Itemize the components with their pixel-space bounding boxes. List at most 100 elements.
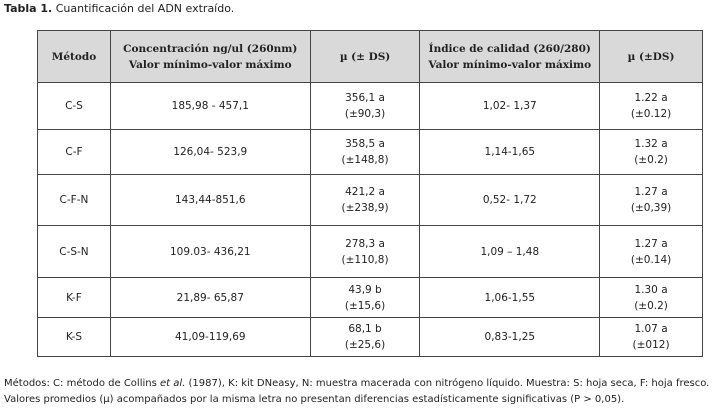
table-cell: 109.03- 436,21 <box>109 225 311 278</box>
table-cell: C-S-N <box>37 225 111 278</box>
header-cell: Índice de calidad (260/280) Valor mínimo-… <box>419 30 601 83</box>
table: Método Concentración ng/ul (260nm) Valor m… <box>37 30 703 357</box>
table-row: C-F 126,04- 523,9 358,5 a (±148,8) 1,14-1,65… <box>37 129 703 175</box>
cell-line: 43,9 b <box>348 283 382 296</box>
cell-line: K-F <box>66 291 82 304</box>
table-cell: 1,14-1,65 <box>419 129 601 175</box>
cell-line: µ (± DS) <box>339 50 391 63</box>
cell-line: 109.03- 436,21 <box>169 245 251 258</box>
table-body: C-S 185,98 - 457,1 356,1 a (±90,3) 1,02- 1,3… <box>37 82 703 357</box>
cell-line: (±148,8) <box>341 154 389 166</box>
table-row: K-F 21,89- 65,87 43,9 b (±15,6) 1,06-1,55 1.3… <box>37 277 703 318</box>
header-cell: Método <box>37 30 111 83</box>
table-cell: 0,83-1,25 <box>419 317 601 357</box>
table-cell: 1.07 a (±012) <box>599 317 703 357</box>
cell-line: (±0.12) <box>630 108 672 120</box>
cell-line: 0,52- 1,72 <box>482 194 537 206</box>
table-cell: 1,09 – 1,48 <box>419 225 601 278</box>
cell-line: 21,89- 65,87 <box>176 291 244 304</box>
table-row: K-S 41,09-119,69 68,1 b (±25,6) 0,83-1,25 1.0… <box>37 317 703 357</box>
cell-line: (±110,8) <box>341 253 389 266</box>
table-cell: 126,04- 523,9 <box>109 129 311 175</box>
cell-line: C-S-N <box>59 245 89 258</box>
table-cell: C-F <box>37 129 111 175</box>
table-cell: 143,44-851,6 <box>109 174 311 226</box>
cell-line: 1.30 a <box>634 283 668 296</box>
table-cell: 68,1 b (±25,6) <box>309 317 421 357</box>
table-cell: 1,02- 1,37 <box>419 82 601 130</box>
cell-line: Concentración ng/ul (260nm) <box>123 42 298 55</box>
table-cell: K-S <box>37 317 111 357</box>
table-cell: C-F-N <box>37 174 111 226</box>
table-cell: 358,5 a (±148,8) <box>309 129 421 175</box>
header-cell: µ (± DS) <box>309 30 421 83</box>
table-cell: 1,06-1,55 <box>419 277 601 318</box>
cell-line: Valor mínimo-valor máximo <box>128 58 292 71</box>
cell-line: (±0,39) <box>630 202 672 214</box>
cell-line: (±0.14) <box>630 253 672 266</box>
table-cell: 185,98 - 457,1 <box>109 82 311 130</box>
cell-line: (±25,6) <box>344 339 386 351</box>
cell-line: 143,44-851,6 <box>174 194 246 206</box>
table-cell: C-S <box>37 82 111 130</box>
cell-line: Valor mínimo-valor máximo <box>428 58 592 71</box>
cell-line: 1.27 a <box>634 237 668 250</box>
cell-line: C-F <box>65 146 83 158</box>
cell-line: (±012) <box>632 339 670 351</box>
table-cell: 1.30 a (±0.2) <box>599 277 703 318</box>
header-row: Método Concentración ng/ul (260nm) Valor m… <box>37 30 703 83</box>
cell-line: 41,09-119,69 <box>174 331 246 343</box>
table-cell: K-F <box>37 277 111 318</box>
table-cell: 0,52- 1,72 <box>419 174 601 226</box>
table-row: C-S-N 109.03- 436,21 278,3 a (±110,8) 1,09 –… <box>37 225 703 278</box>
cell-line: K-S <box>65 331 83 343</box>
cell-line: µ (±DS) <box>627 50 675 63</box>
cell-line: (±15,6) <box>344 299 386 312</box>
cell-line: Método <box>51 50 97 63</box>
cell-line: (±238,9) <box>341 202 389 214</box>
caption-text: Cuantificación del ADN extraído. <box>55 2 235 15</box>
table-row: C-S 185,98 - 457,1 356,1 a (±90,3) 1,02- 1,3… <box>37 82 703 130</box>
table-cell: 43,9 b (±15,6) <box>309 277 421 318</box>
cell-line: 1.22 a <box>634 92 668 104</box>
footnote-text: (1987), K: kit DNeasy, N: muestra macera… <box>4 378 710 405</box>
cell-line: 185,98 - 457,1 <box>171 100 249 112</box>
table-row: C-F-N 143,44-851,6 421,2 a (±238,9) 0,52- 1,… <box>37 174 703 226</box>
footnote-text: Métodos: C: método de Collins <box>4 378 160 389</box>
footnote-italic: et al. <box>160 378 186 389</box>
footnote: Métodos: C: método de Collins et al. (19… <box>4 376 719 408</box>
cell-line: (±0.2) <box>634 154 668 166</box>
header-cell: µ (±DS) <box>599 30 703 83</box>
table-cell: 356,1 a (±90,3) <box>309 82 421 130</box>
table-cell: 1.27 a (±0,39) <box>599 174 703 226</box>
cell-line: 68,1 b <box>348 323 382 335</box>
table-cell: 41,09-119,69 <box>109 317 311 357</box>
cell-line: (±0.2) <box>634 299 668 312</box>
cell-line: C-S <box>65 100 83 112</box>
table-cell: 1.27 a (±0.14) <box>599 225 703 278</box>
cell-line: (±90,3) <box>344 108 386 120</box>
cell-line: 126,04- 523,9 <box>173 146 248 158</box>
cell-line: 356,1 a <box>345 92 385 104</box>
table-cell: 421,2 a (±238,9) <box>309 174 421 226</box>
cell-line: 421,2 a <box>345 186 385 198</box>
table-cell: 278,3 a (±110,8) <box>309 225 421 278</box>
cell-line: 1,09 – 1,48 <box>480 245 540 258</box>
cell-line: 358,5 a <box>345 138 385 150</box>
caption: Tabla 1. Cuantificación del ADN extraído… <box>4 2 234 15</box>
cell-line: 1.07 a <box>634 323 668 335</box>
cell-line: Índice de calidad (260/280) <box>428 42 591 55</box>
table-cell: 1.32 a (±0.2) <box>599 129 703 175</box>
cell-line: 278,3 a <box>345 237 385 250</box>
cell-line: 1.27 a <box>634 186 668 198</box>
cell-line: 0,83-1,25 <box>484 331 536 343</box>
cell-line: 1,02- 1,37 <box>482 100 537 112</box>
cell-line: 1,06-1,55 <box>484 291 536 304</box>
cell-line: C-F-N <box>59 194 89 206</box>
header-cell: Concentración ng/ul (260nm) Valor mínimo-… <box>109 30 311 83</box>
cell-line: 1,14-1,65 <box>484 146 536 158</box>
caption-label: Tabla 1. <box>4 2 53 15</box>
cell-line: 1.32 a <box>634 138 668 150</box>
table-cell: 1.22 a (±0.12) <box>599 82 703 130</box>
